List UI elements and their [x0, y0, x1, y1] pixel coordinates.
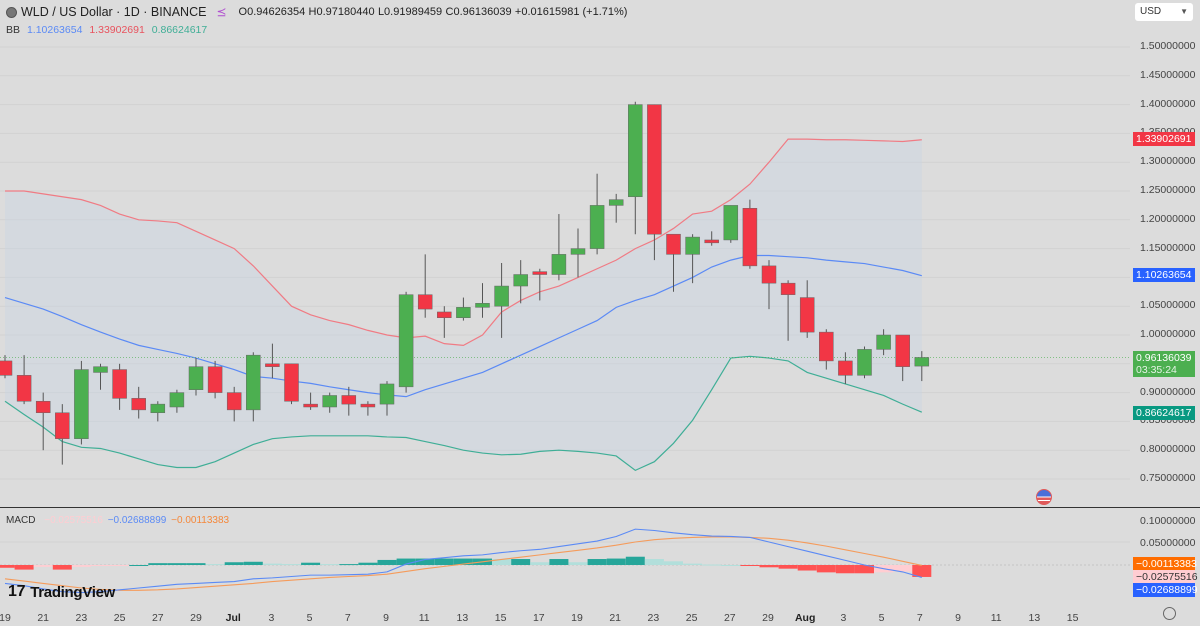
macd-legend[interactable]: MACD −0.02575516 −0.02688899 −0.00113383: [6, 515, 229, 526]
time-tick: 15: [494, 612, 507, 624]
time-tick: 29: [762, 612, 774, 624]
chevron-down-icon: ▼: [1180, 7, 1188, 16]
pane-separator[interactable]: [0, 507, 1200, 508]
price-tick: 0.90000000: [1140, 385, 1196, 398]
price-tick: 0.80000000: [1140, 443, 1196, 456]
last-price-value: 0.96136039: [1136, 352, 1192, 364]
ohlc-low: L0.91989459: [377, 6, 443, 18]
time-tick: 13: [456, 612, 469, 624]
time-tick: 23: [647, 612, 660, 624]
ohlc-open: O0.94626354: [238, 6, 306, 18]
price-tick: 1.30000000: [1140, 155, 1196, 168]
price-tick: 1.45000000: [1140, 68, 1196, 81]
time-tick: 3: [268, 612, 275, 624]
bb-upper-value: 1.33902691: [89, 24, 145, 36]
macd-tick: 0.05000000: [1140, 537, 1196, 549]
time-tick: 11: [418, 612, 430, 624]
time-tick: 25: [685, 612, 698, 624]
time-tick: 7: [916, 612, 923, 624]
time-tick: 9: [383, 612, 389, 624]
macd-signal-tag: −0.00113383: [1133, 557, 1197, 571]
time-tick: 3: [840, 612, 847, 624]
bb-label: BB: [6, 24, 21, 36]
time-tick: 19: [571, 612, 583, 624]
tradingview-mark-icon: 17: [8, 583, 26, 600]
currency-select[interactable]: USD ▼: [1135, 3, 1193, 21]
macd-line-value: −0.02688899: [107, 515, 167, 526]
bb-basis-value: 1.10263654: [26, 24, 83, 36]
time-tick: 9: [955, 612, 961, 624]
time-tick: Jul: [225, 612, 241, 624]
time-tick: 23: [75, 612, 88, 624]
us-flag-event-icon[interactable]: [1036, 489, 1052, 505]
price-tick: 0.75000000: [1140, 472, 1196, 484]
time-tick: 13: [1028, 612, 1041, 624]
tradingview-wordmark: TradingView: [30, 583, 115, 601]
symbol-title[interactable]: WLD / US Dollar · 1D · BINANCE: [21, 5, 207, 19]
price-tick: 1.40000000: [1140, 97, 1196, 110]
candle-countdown: 03:35:24: [1136, 364, 1177, 376]
bb-lower-tag: 0.86624617: [1133, 406, 1195, 420]
bb-lower-value: 0.86624617: [151, 24, 208, 36]
macd-tick: 0.10000000: [1140, 515, 1196, 527]
price-tick: 1.05000000: [1140, 299, 1196, 312]
currency-value: USD: [1140, 6, 1162, 17]
last-price-tag: 0.96136039 03:35:24: [1133, 351, 1195, 377]
macd-histogram-tag: −0.02575516: [1133, 570, 1198, 584]
tradingview-logo[interactable]: 17 TradingView: [8, 583, 115, 601]
chart-header: WLD / US Dollar · 1D · BINANCE ⪯ O0.9462…: [6, 5, 627, 19]
macd-label: MACD: [6, 515, 36, 526]
time-tick: 7: [344, 612, 351, 624]
bb-basis-tag: 1.10263654: [1133, 268, 1195, 282]
time-tick: Aug: [794, 612, 816, 624]
time-tick: 5: [306, 612, 313, 624]
time-tick: 21: [37, 612, 50, 624]
time-tick: 27: [723, 612, 736, 624]
ohlc-close: C0.96136039: [445, 6, 512, 18]
macd-line-tag: −0.02688899: [1133, 583, 1198, 597]
share-icon[interactable]: ⪯: [216, 5, 227, 19]
price-tick: 1.50000000: [1140, 40, 1196, 52]
macd-signal-value: −0.00113383: [171, 515, 230, 526]
time-tick: 27: [151, 612, 164, 624]
price-tick: 1.15000000: [1140, 241, 1196, 254]
settings-gear-icon[interactable]: [1163, 607, 1176, 620]
time-tick: 11: [990, 612, 1002, 624]
ohlc-change: +0.01615981 (+1.71%): [514, 6, 628, 18]
price-tick: 1.25000000: [1140, 184, 1196, 196]
wld-coin-icon: [6, 6, 17, 18]
macd-histogram-value: −0.02575516: [44, 515, 103, 526]
price-tick: 1.20000000: [1140, 212, 1196, 225]
ohlc-high: H0.97180440: [308, 6, 375, 18]
time-tick: 29: [190, 612, 202, 624]
time-tick: 21: [609, 612, 622, 624]
price-tick: 1.00000000: [1140, 328, 1196, 340]
time-tick: 15: [1066, 612, 1079, 624]
time-tick: 17: [532, 612, 545, 624]
bb-upper-tag: 1.33902691: [1133, 132, 1195, 146]
time-tick: 25: [113, 612, 126, 624]
bb-legend[interactable]: BB 1.10263654 1.33902691 0.86624617: [6, 24, 211, 36]
time-tick: 19: [0, 612, 11, 624]
time-tick: 5: [878, 612, 885, 624]
